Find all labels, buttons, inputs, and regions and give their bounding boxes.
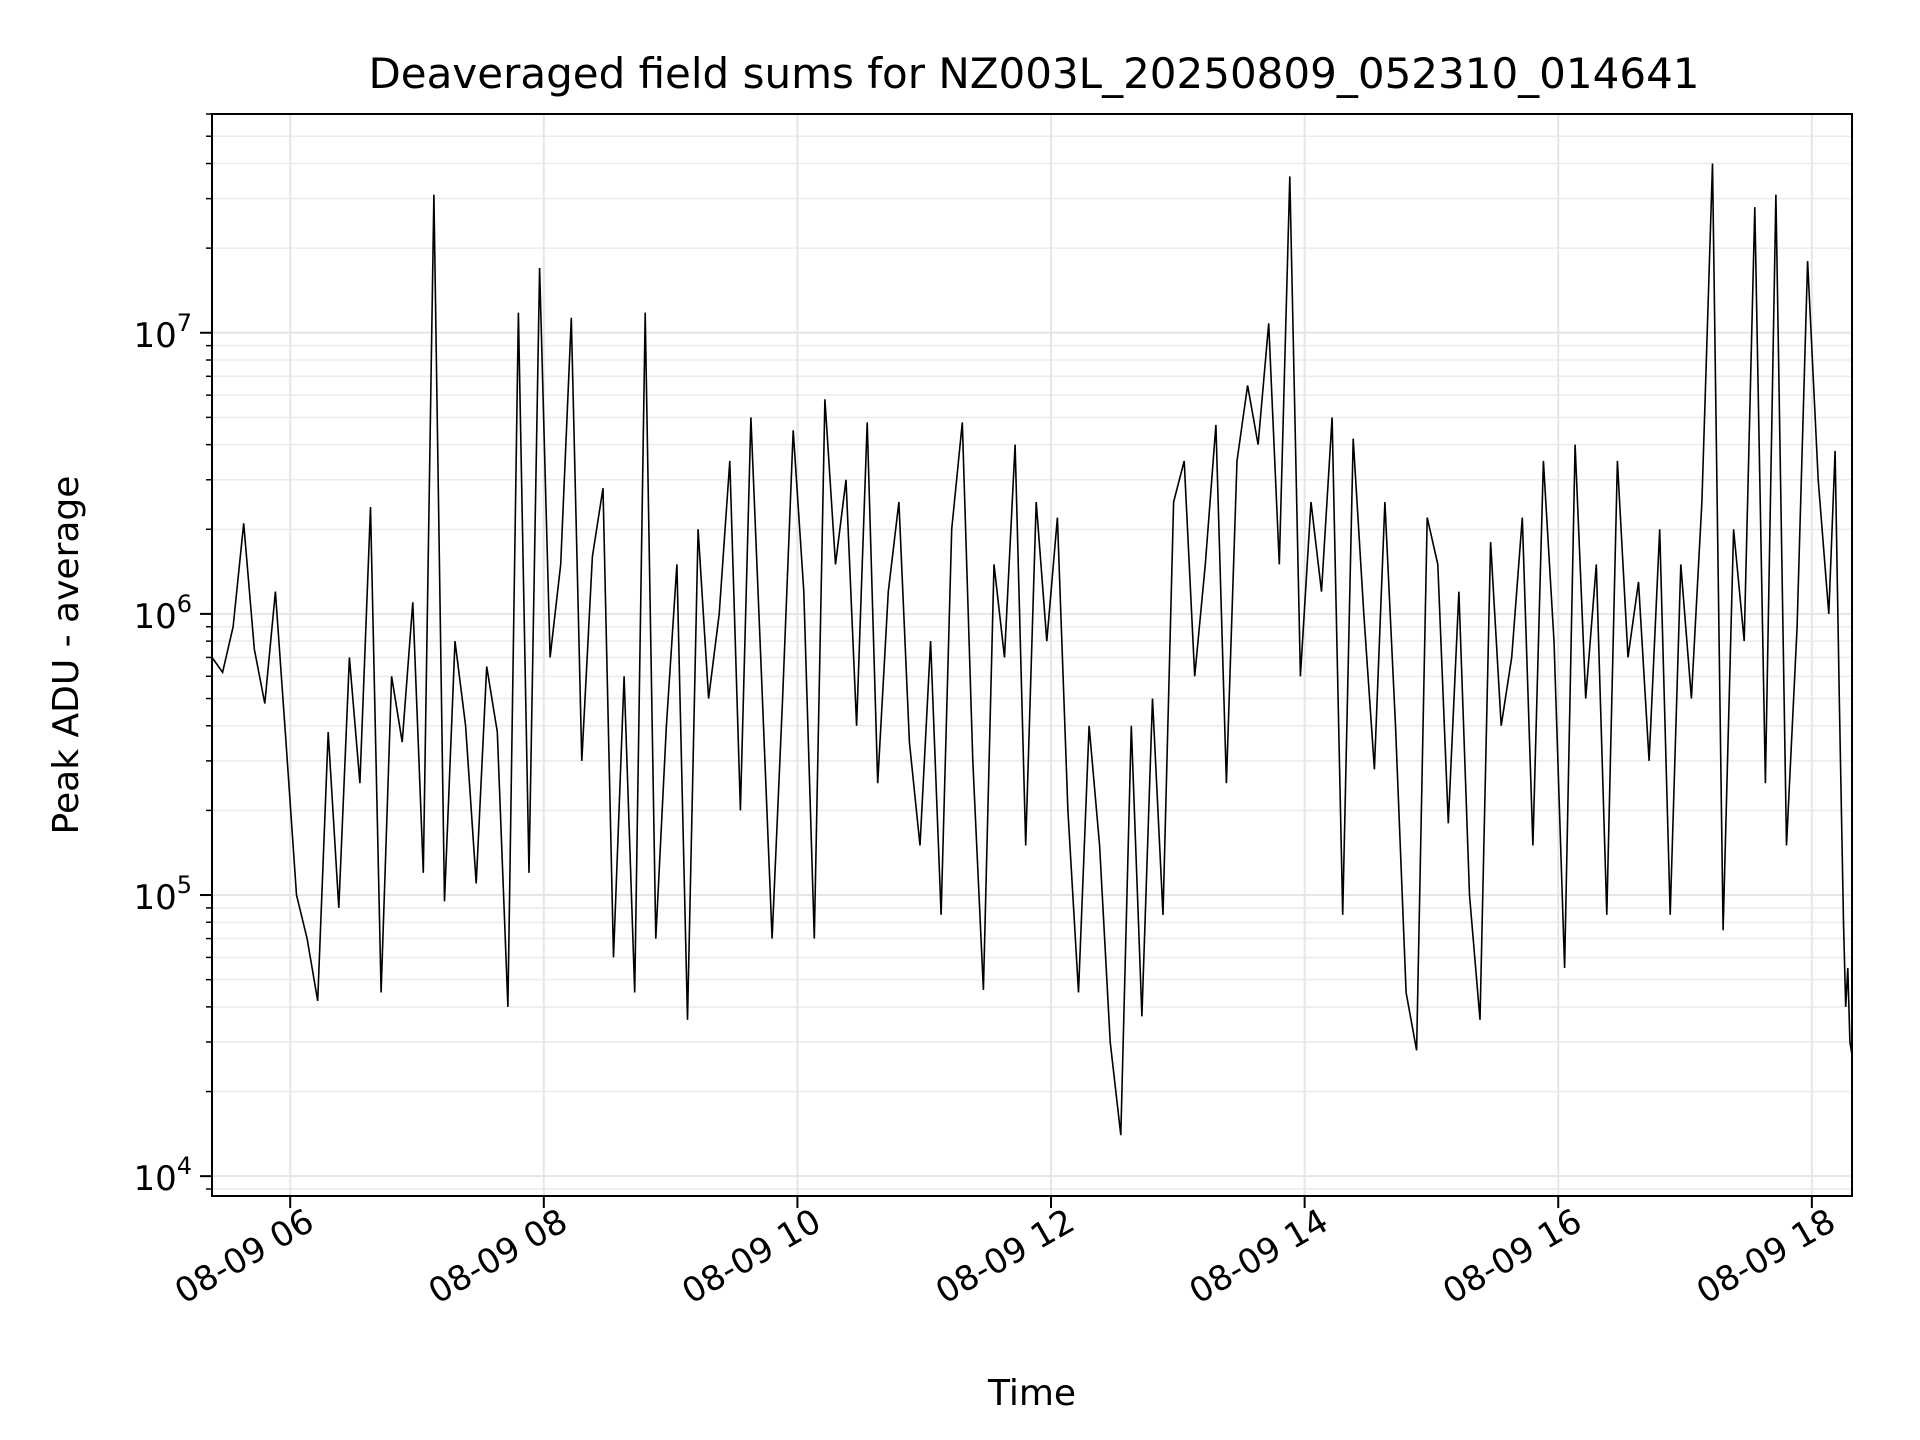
y-tick-exponent: 5: [177, 871, 192, 899]
y-tick-label: 106: [133, 590, 192, 637]
y-tick-exponent: 4: [177, 1152, 192, 1180]
y-axis-label: Peak ADU - average: [46, 476, 87, 835]
grid-vertical: [289, 114, 1813, 1196]
y-tick-label: 104: [133, 1152, 192, 1199]
y-tick-label: 105: [133, 871, 192, 918]
y-tick-exponent: 7: [177, 309, 192, 337]
plot-frame: [211, 113, 1853, 1197]
y-tick-label: 107: [133, 309, 192, 356]
y-tick-base: 10: [133, 878, 176, 918]
y-tick-exponent: 6: [177, 590, 192, 618]
y-tick-base: 10: [133, 1159, 176, 1199]
chart-title: Deaveraged field sums for NZ003L_2025080…: [368, 49, 1699, 98]
y-tick-base: 10: [133, 316, 176, 356]
series-line: [212, 163, 1852, 1136]
x-axis-label: Time: [987, 1373, 1076, 1414]
y-tick-base: 10: [133, 597, 176, 637]
